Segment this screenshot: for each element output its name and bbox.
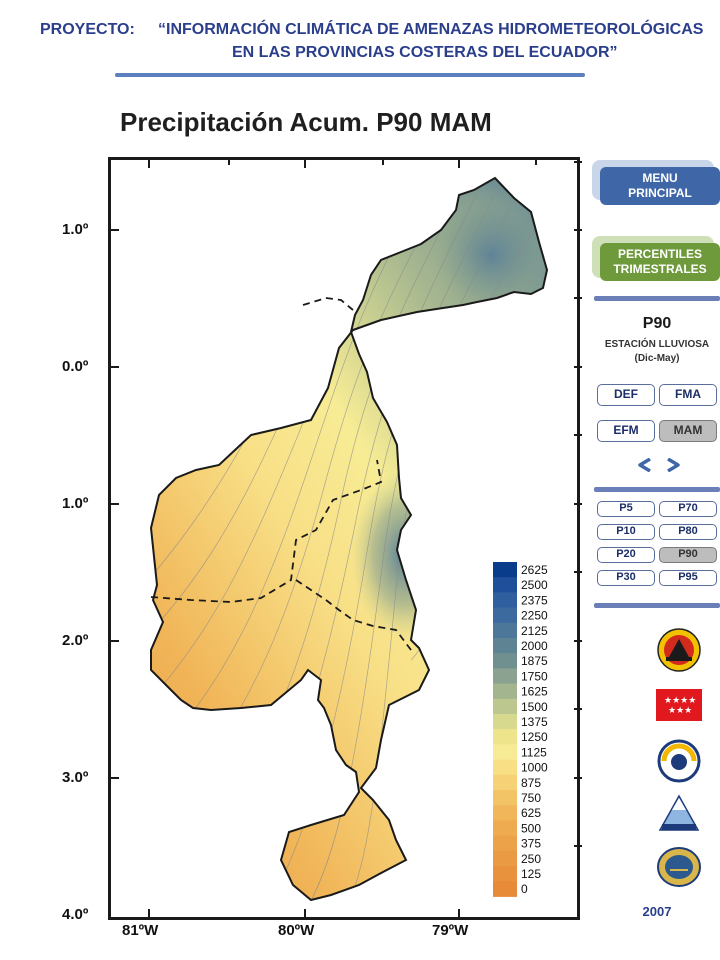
map-title: Precipitación Acum. P90 MAM: [120, 107, 492, 137]
legend-value-label: 1875: [521, 654, 548, 668]
legend-swatch: [493, 881, 517, 897]
axis-ticks: [111, 160, 537, 917]
lat-label: 4.0º: [62, 906, 89, 923]
color-legend: 2625250023752250212520001875175016251500…: [493, 562, 548, 897]
navy-seal-logo-icon: [657, 847, 701, 887]
institute-ring-logo-icon: [657, 739, 701, 783]
legend-value-label: 375: [521, 837, 541, 851]
legend-value-label: 2125: [521, 624, 548, 638]
legend-value-label: 2500: [521, 578, 548, 592]
legend-swatch: [493, 790, 517, 806]
legend-value-label: 0: [521, 882, 528, 896]
project-title-line2: EN LAS PROVINCIAS COSTERAS DEL ECUADOR”: [232, 44, 618, 61]
year-label: 2007: [642, 904, 672, 919]
legend-swatch: [493, 562, 517, 578]
sidebar-divider-mid: [594, 487, 720, 492]
legend-value-label: 1625: [521, 685, 548, 699]
legend-swatch: [493, 698, 517, 715]
legend-value-label: 500: [521, 821, 541, 835]
legend-swatch: [493, 744, 517, 761]
legend-swatch: [493, 729, 517, 745]
project-title-line1: “INFORMACIÓN CLIMÁTICA DE AMENAZAS HIDRO…: [158, 21, 704, 38]
percentile-button-p95[interactable]: P95: [659, 570, 717, 586]
project-label: PROYECTO:: [40, 21, 135, 38]
legend-swatch: [493, 714, 517, 730]
legend-value-label: 750: [521, 791, 541, 805]
percentiles-trimestrales-button[interactable]: PERCENTILES TRIMESTRALES: [600, 243, 720, 281]
percentile-button-p30[interactable]: P30: [597, 570, 655, 586]
lon-label: 79ºW: [432, 922, 469, 939]
legend-swatch: [493, 820, 517, 837]
previous-arrow-icon[interactable]: [632, 458, 654, 472]
legend-swatch: [493, 774, 517, 791]
legend-swatch: [493, 805, 517, 821]
map-canvas: 2625250023752250212520001875175016251500…: [111, 160, 548, 917]
lat-label: 2.0º: [62, 632, 89, 649]
legend-value-label: 2000: [521, 639, 548, 653]
season-range: (Dic-May): [634, 353, 680, 364]
legend-swatch: [493, 850, 517, 867]
page-header: PROYECTO: “INFORMACIÓN CLIMÁTICA DE AMEN…: [0, 0, 720, 80]
legend-value-label: 2625: [521, 563, 548, 577]
legend-value-label: 1500: [521, 700, 548, 714]
season-button-fma[interactable]: FMA: [659, 384, 717, 406]
legend-swatch: [493, 683, 517, 700]
legend-swatch: [493, 668, 517, 685]
legend-value-label: 1750: [521, 669, 548, 683]
legend-swatch: [493, 638, 517, 654]
legend-swatch: [493, 759, 517, 776]
current-percentile-heading: P90: [642, 315, 672, 332]
percentile-button-p5[interactable]: P5: [597, 501, 655, 517]
lat-label: 0.0º: [62, 358, 89, 375]
percentile-button-p90[interactable]: P90: [659, 547, 717, 563]
percentile-button-p10[interactable]: P10: [597, 524, 655, 540]
legend-swatch: [493, 607, 517, 624]
legend-swatch: [493, 622, 517, 639]
season-button-mam[interactable]: MAM: [659, 420, 717, 442]
legend-value-label: 2250: [521, 609, 548, 623]
lat-label: 1.0º: [62, 221, 89, 238]
legend-value-label: 875: [521, 776, 541, 790]
frame-right-ticks: [574, 161, 582, 847]
legend-swatch: [493, 835, 517, 852]
percentile-button-p20[interactable]: P20: [597, 547, 655, 563]
legend-swatch: [493, 592, 517, 609]
header-divider: [115, 73, 585, 77]
legend-swatch: [493, 577, 517, 593]
season-button-efm[interactable]: EFM: [597, 420, 655, 442]
legend-value-label: 1000: [521, 761, 548, 775]
emergency-agency-logo-icon: [657, 628, 701, 672]
lat-label: 1.0º: [62, 495, 89, 512]
svg-text:★★★★: ★★★★: [664, 696, 696, 706]
sidebar-divider-bottom: [594, 603, 720, 608]
inamhi-mountain-logo-icon: [658, 794, 700, 831]
percentile-button-p70[interactable]: P70: [659, 501, 717, 517]
legend-swatch: [493, 866, 517, 882]
legend-swatch: [493, 653, 517, 669]
legend-value-label: 1250: [521, 730, 548, 744]
legend-value-label: 625: [521, 806, 541, 820]
stars-flag-logo-icon: ★★★★ ★★★: [656, 689, 702, 721]
lat-label: 3.0º: [62, 769, 89, 786]
legend-value-label: 250: [521, 852, 541, 866]
sidebar-divider-top: [594, 296, 720, 301]
precipitation-map: 2625 2500 2375 2250 2125 2000 1875 1750 1625 1500…: [108, 157, 580, 920]
next-arrow-icon[interactable]: [664, 458, 686, 472]
province-borders: [150, 297, 412, 651]
legend-value-label: 125: [521, 867, 541, 881]
percentile-button-p80[interactable]: P80: [659, 524, 717, 540]
lon-label: 80ºW: [278, 922, 315, 939]
svg-text:★★★: ★★★: [668, 706, 692, 716]
season-label: ESTACIÓN LLUVIOSA: [604, 339, 710, 350]
legend-value-label: 2375: [521, 593, 548, 607]
lon-label: 81ºW: [122, 922, 159, 939]
menu-principal-button[interactable]: MENU PRINCIPAL: [600, 167, 720, 205]
legend-value-label: 1125: [521, 745, 547, 759]
legend-value-label: 1375: [521, 715, 548, 729]
season-button-def[interactable]: DEF: [597, 384, 655, 406]
